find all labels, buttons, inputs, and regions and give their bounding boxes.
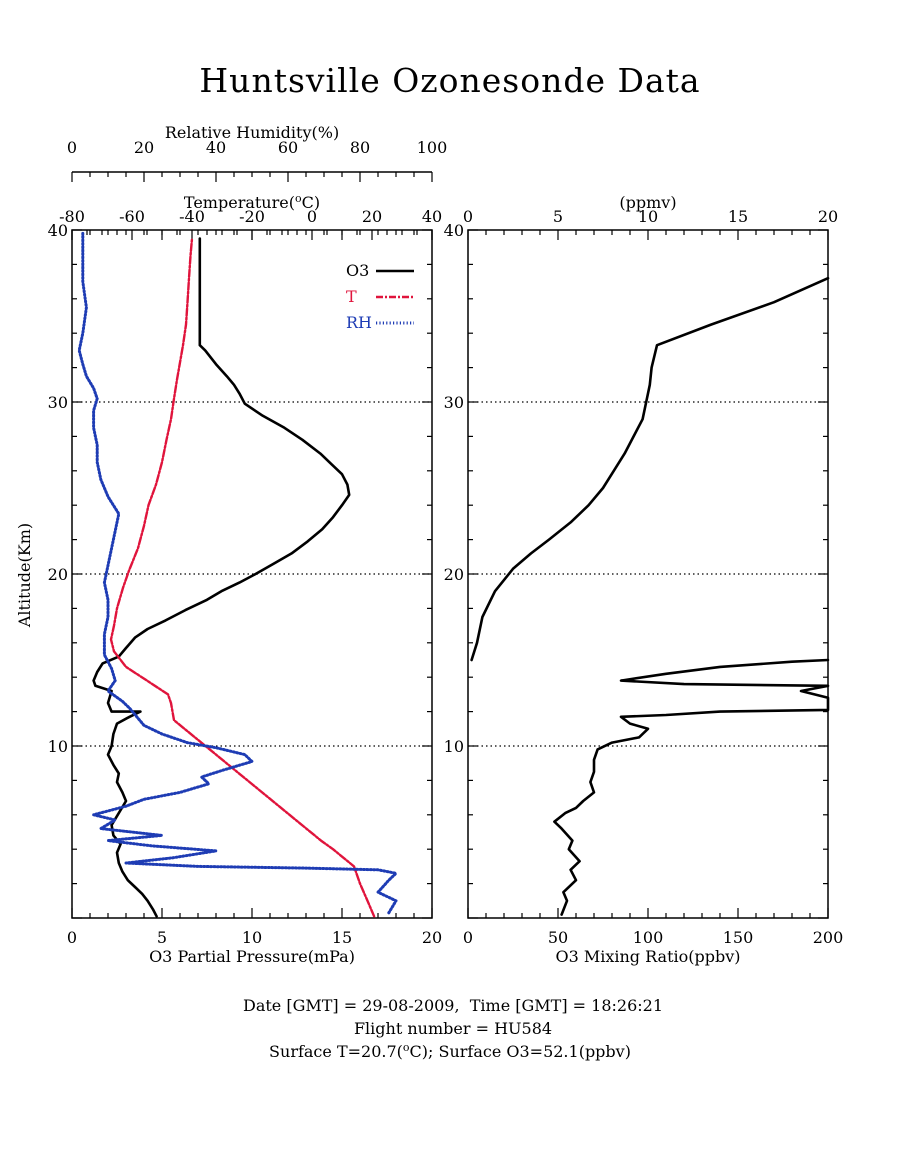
- series-t-line: [109, 237, 376, 918]
- o3-partial-pressure-axis-title: O3 Partial Pressure(mPa): [149, 947, 355, 966]
- temperature-tick-label: -80: [59, 207, 85, 226]
- mixing-ratio-tick-label: 200: [813, 928, 844, 947]
- mixing-ratio-axis-title: O3 Mixing Ratio(ppbv): [555, 947, 740, 966]
- rh-tick-label: 100: [417, 138, 448, 157]
- legend: O3 T RH: [346, 261, 414, 332]
- chart-title: Huntsville Ozonesonde Data: [199, 61, 700, 100]
- y-tick-label: 10: [48, 737, 68, 756]
- left-panel: 10 20 30 40 0 5 10 15 20 -80 -60 -40 -20 0 20 40 0 20 40 60…: [15, 123, 447, 966]
- y-tick-label: 20: [48, 565, 68, 584]
- temperature-tick-label: -20: [239, 207, 265, 226]
- footer-surface-values: Surface T=20.7(oC); Surface O3=52.1(ppbv…: [269, 1041, 631, 1061]
- y-tick-label: 20: [444, 565, 464, 584]
- rh-tick-label: 80: [350, 138, 370, 157]
- series-rh-line: [77, 231, 398, 915]
- ppmv-tick-label: 5: [553, 207, 563, 226]
- temperature-tick-label: 40: [422, 207, 442, 226]
- temperature-tick-label: -60: [119, 207, 145, 226]
- ppmv-tick-label: 20: [818, 207, 838, 226]
- y-tick-label: 30: [48, 393, 68, 412]
- legend-label: RH: [346, 313, 372, 332]
- ppmv-axis-title: (ppmv): [619, 193, 676, 212]
- rh-tick-label: 20: [134, 138, 154, 157]
- legend-label: O3: [346, 261, 369, 280]
- temperature-axis-title: Temperature(oC): [184, 192, 320, 212]
- legend-label: T: [346, 287, 357, 306]
- o3-pressure-tick-label: 10: [242, 928, 262, 947]
- temperature-tick-label: 0: [307, 207, 317, 226]
- o3-pressure-tick-label: 0: [67, 928, 77, 947]
- ppmv-tick-label: 0: [463, 207, 473, 226]
- series-mixing-ratio-line: [470, 276, 830, 662]
- rh-tick-label: 60: [278, 138, 298, 157]
- y-tick-label: 30: [444, 393, 464, 412]
- temperature-tick-label: 20: [362, 207, 382, 226]
- y-tick-label: 10: [444, 737, 464, 756]
- o3-pressure-tick-label: 5: [157, 928, 167, 947]
- footer-date-time: Date [GMT] = 29-08-2009, Time [GMT] = 18…: [243, 996, 663, 1015]
- mixing-ratio-tick-label: 100: [633, 928, 664, 947]
- mixing-ratio-tick-label: 50: [548, 928, 568, 947]
- mixing-ratio-tick-label: 150: [723, 928, 754, 947]
- series-mixing-ratio-line: [553, 658, 830, 916]
- altitude-axis-title: Altitude(Km): [15, 523, 34, 628]
- o3-pressure-tick-label: 15: [332, 928, 352, 947]
- mixing-ratio-tick-label: 0: [463, 928, 473, 947]
- rh-tick-label: 40: [206, 138, 226, 157]
- footer-flight-number: Flight number = HU584: [354, 1019, 552, 1038]
- ppmv-tick-label: 15: [728, 207, 748, 226]
- rh-tick-label: 0: [67, 138, 77, 157]
- ppmv-tick-label: 10: [638, 207, 658, 226]
- rh-axis-title: Relative Humidity(%): [165, 123, 339, 142]
- temperature-tick-label: -40: [179, 207, 205, 226]
- series-o3-line: [92, 237, 351, 918]
- y-tick-label: 40: [444, 221, 464, 240]
- y-tick-label: 40: [48, 221, 68, 240]
- o3-pressure-tick-label: 20: [422, 928, 442, 947]
